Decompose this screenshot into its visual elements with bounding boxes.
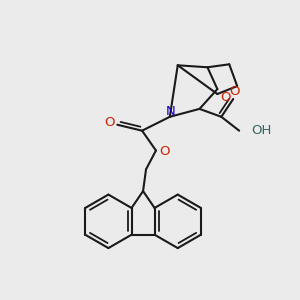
Text: O: O: [104, 116, 115, 129]
Text: O: O: [220, 92, 230, 104]
Text: OH: OH: [251, 124, 272, 137]
Text: O: O: [229, 85, 239, 98]
Text: O: O: [160, 145, 170, 158]
Text: N: N: [166, 105, 176, 119]
